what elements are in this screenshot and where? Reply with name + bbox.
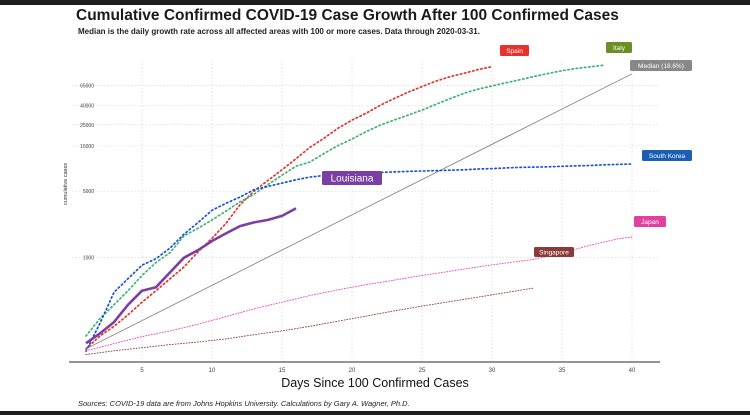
series-label-text: Singapore xyxy=(539,249,569,256)
series-label-louisiana: Louisiana xyxy=(322,171,382,185)
series-line-louisiana xyxy=(85,207,297,345)
series-label-box xyxy=(534,247,574,257)
x-tick-label: 40 xyxy=(629,368,636,374)
series-label-text: South Korea xyxy=(649,153,686,160)
series-labels: Spain Italy Median (18.6%) South Korea Japan… xyxy=(322,42,692,257)
series-label-japan: Japan xyxy=(634,216,666,227)
series-label-text: Louisiana xyxy=(331,174,374,185)
series-label-text: Spain xyxy=(506,48,523,55)
axes: 5 10 15 20 25 30 35 40 1000 5000 15000 25000 40000 65… xyxy=(69,83,660,374)
x-tick-label: 25 xyxy=(419,368,426,374)
series-label-box xyxy=(322,171,382,185)
x-tick-label: 10 xyxy=(209,368,216,374)
series-label-box xyxy=(630,60,692,71)
x-tick-label: 35 xyxy=(559,368,566,374)
y-tick-label: 1000 xyxy=(83,256,94,262)
source-note: Sources: COVID-19 data are from Johns Ho… xyxy=(78,399,410,408)
series-group xyxy=(85,64,633,355)
top-frame-border xyxy=(0,0,750,5)
series-label-box xyxy=(500,45,529,56)
series-label-spain: Spain xyxy=(500,45,529,56)
x-axis-label: Days Since 100 Confirmed Cases xyxy=(281,376,469,390)
x-tick-label: 30 xyxy=(489,368,496,374)
series-label-south-korea: South Korea xyxy=(642,150,692,161)
y-axis-label: cumulative cases xyxy=(63,162,69,205)
series-label-text: Median (18.6%) xyxy=(638,63,684,70)
series-label-text: Japan xyxy=(641,219,659,226)
series-line-italy xyxy=(85,64,605,337)
series-label-text: Italy xyxy=(613,45,626,52)
series-label-italy: Italy xyxy=(606,42,632,53)
y-tick-label: 65000 xyxy=(80,83,94,89)
grid-lines xyxy=(72,60,660,362)
series-label-box xyxy=(642,150,692,161)
series-line-median-18-6 xyxy=(85,73,633,350)
y-tick-label: 40000 xyxy=(80,103,94,109)
series-line-singapore xyxy=(85,287,535,355)
series-line-south-korea xyxy=(85,163,633,353)
series-label-box xyxy=(634,216,666,227)
series-label-box xyxy=(606,42,632,53)
y-tick-label: 15000 xyxy=(80,144,94,150)
bottom-frame-border xyxy=(0,411,750,415)
series-label-singapore: Singapore xyxy=(534,247,574,257)
series-label-median-18-6: Median (18.6%) xyxy=(630,60,692,71)
y-tick-label: 5000 xyxy=(83,189,94,195)
y-tick-label: 25000 xyxy=(80,123,94,129)
chart-title: Cumulative Confirmed COVID-19 Case Growt… xyxy=(76,7,619,24)
series-line-spain xyxy=(85,65,493,350)
x-tick-label: 15 xyxy=(279,368,286,374)
chart-subtitle: Median is the daily growth rate across a… xyxy=(78,27,480,36)
x-tick-label: 20 xyxy=(349,368,356,374)
x-tick-label: 5 xyxy=(140,368,144,374)
